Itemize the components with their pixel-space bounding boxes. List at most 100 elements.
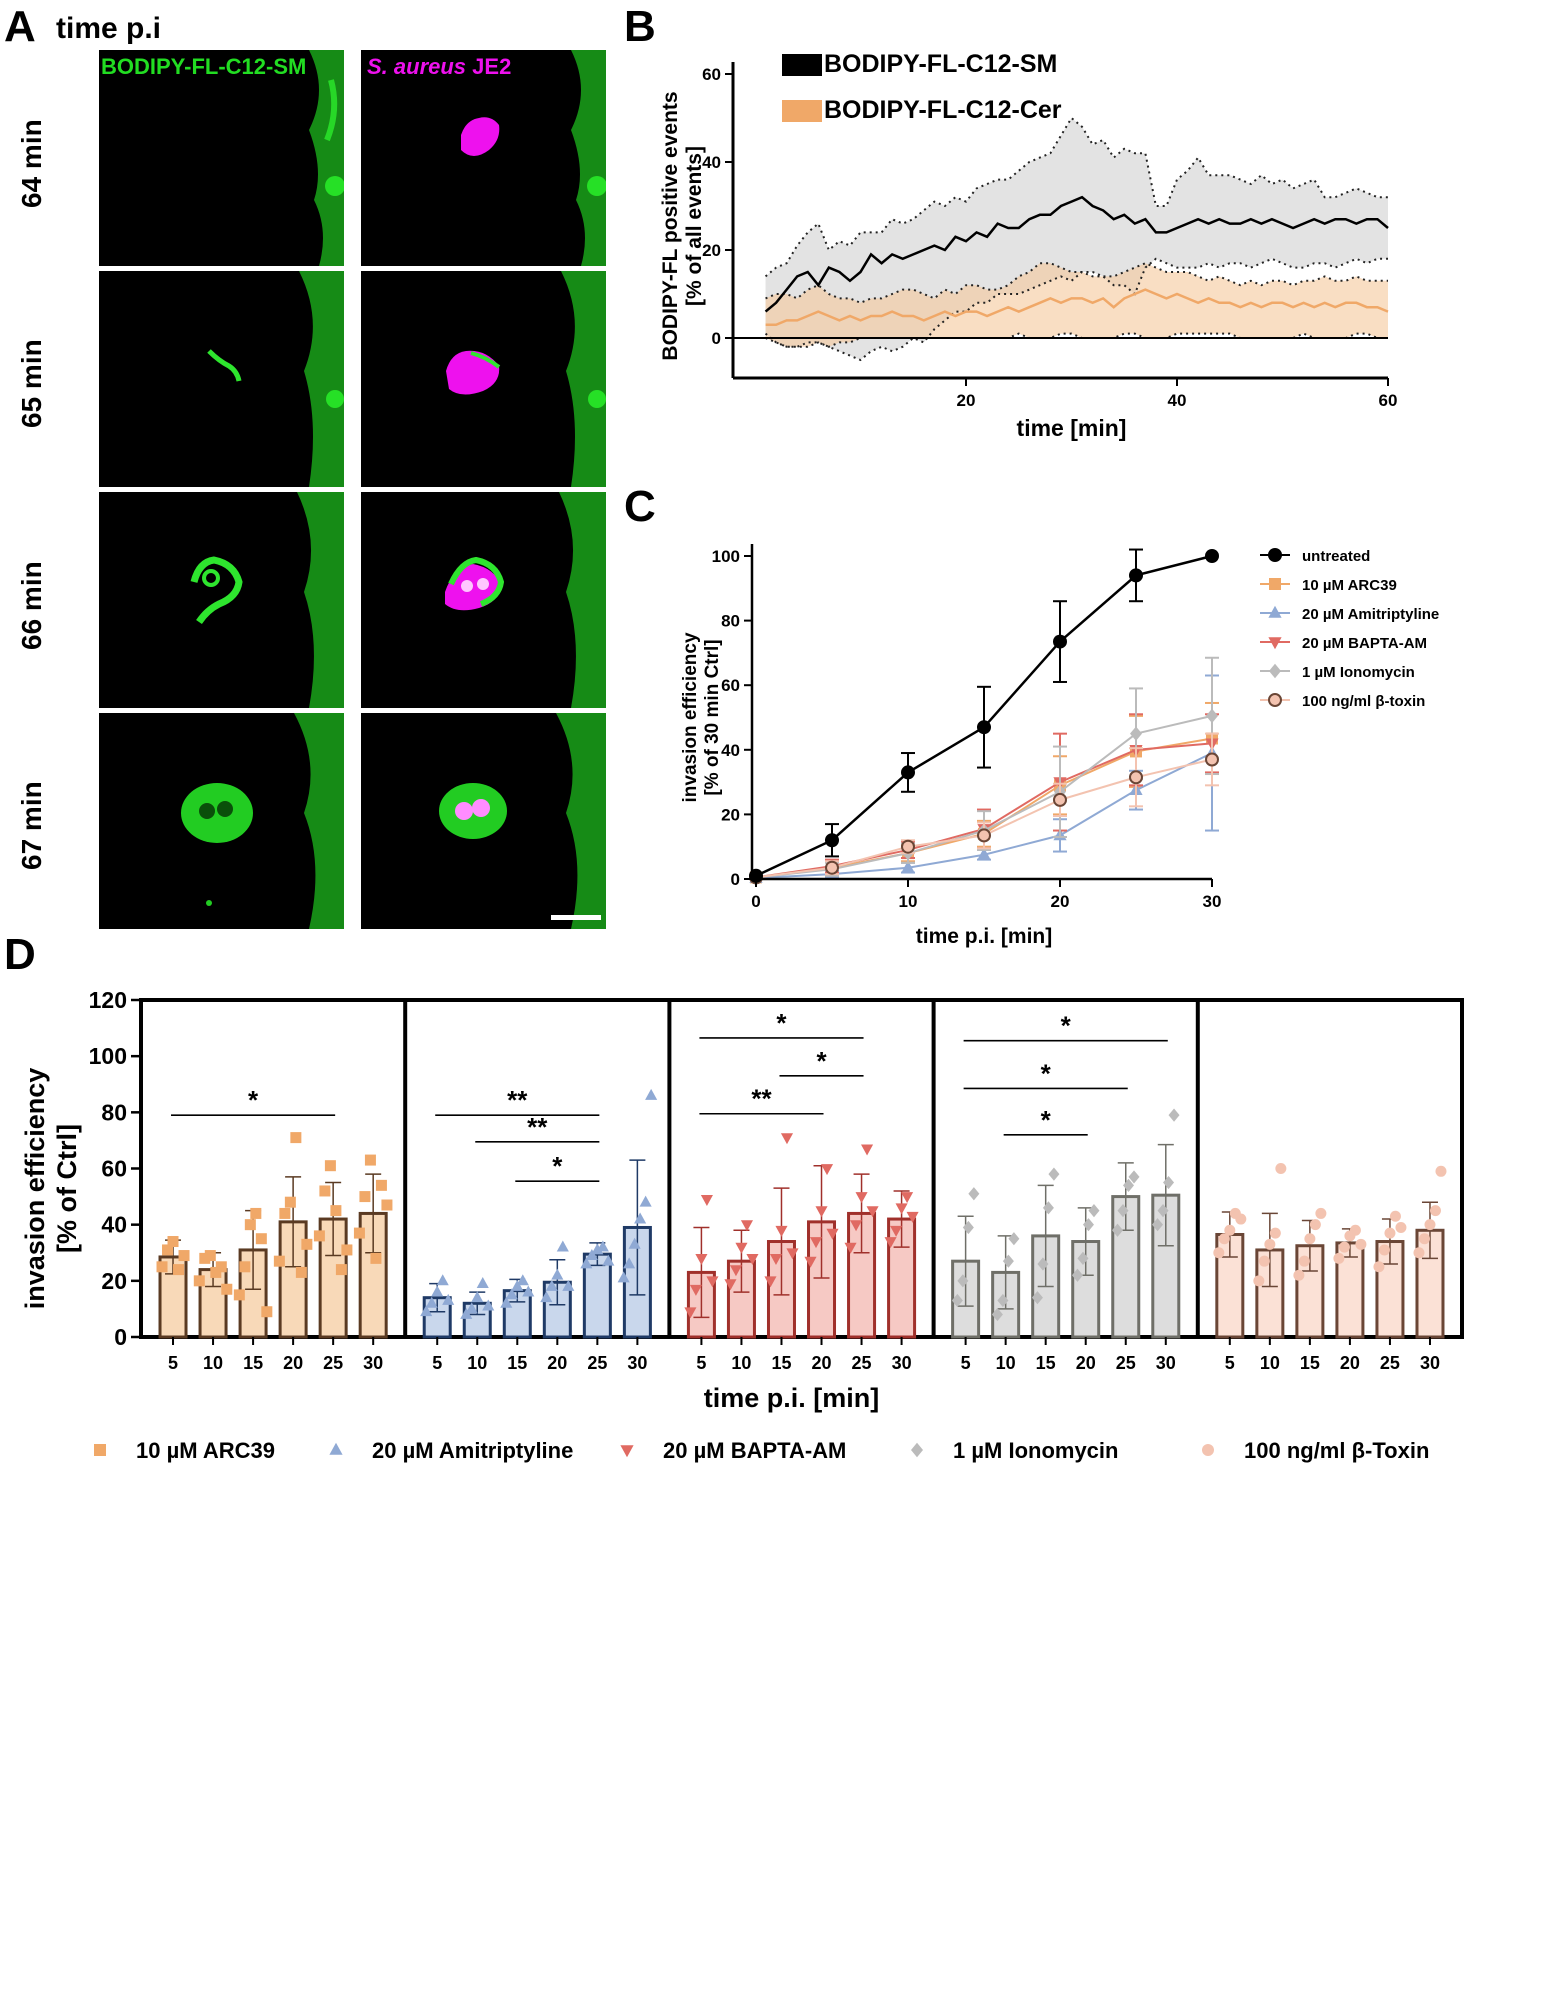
data-point [826,1228,839,1240]
y-tick-label: 0 [114,1324,127,1350]
y-tick-label: 60 [721,676,740,695]
x-tick-label: 60 [1379,391,1398,410]
data-point [901,860,915,873]
y-axis-title: BODIPY-FL positive events [659,91,682,360]
legend-label: BODIPY-FL-C12-Cer [824,96,1062,124]
legend-item: 10 µM ARC39 [94,1438,275,1463]
significance-label: ** [751,1084,772,1114]
data-point [906,1211,919,1223]
data-point [313,1230,325,1242]
data-point [465,1302,478,1314]
data-point [977,847,991,860]
data-point [420,1305,433,1317]
data-point [505,1288,518,1300]
panel-c-label: C [624,482,656,531]
micro-merge-65 [361,271,606,487]
significance-label: * [1061,1011,1072,1041]
channel-label-species: S. aureus [367,54,467,79]
data-point [724,1279,737,1291]
confidence-band [765,263,1388,347]
data-point [482,1299,495,1311]
data-point [1123,1178,1134,1192]
data-point [1355,1238,1367,1250]
data-point [585,1248,598,1260]
x-tick-label: 5 [1225,1353,1235,1373]
legend-item: 20 µM BAPTA-AM [620,1438,846,1463]
row-label-64: 64 min [16,119,47,208]
data-point [359,1191,371,1203]
data-point [1435,1165,1447,1177]
x-axis-title: time p.i. [min] [704,1383,880,1413]
data-point [1206,708,1218,724]
data-point [769,1253,783,1265]
data-point [210,1266,222,1278]
data-point [1053,792,1067,807]
data-point [319,1185,331,1197]
data-point [623,1257,636,1269]
data-point [700,1194,713,1206]
time-pi-header: time p.i [56,12,162,45]
data-point [381,1199,393,1211]
data-point [1168,1108,1180,1122]
y-tick-label: 40 [702,153,721,172]
data-point [628,1237,641,1249]
legend-marker [1268,693,1282,707]
data-point [825,860,839,875]
data-point [178,1250,190,1262]
channel-label-magenta: S. aureus JE2 [367,54,511,80]
legend-label: 1 µM Ionomycin [953,1438,1118,1463]
panel-0: 5 10 15 20 25 30 * [156,1085,393,1373]
legend-item: 20 µM Amitriptyline [329,1438,573,1463]
x-tick-label: 10 [996,1353,1016,1373]
series-line [764,195,1389,313]
micro-sm-67 [99,713,344,929]
data-point [951,1293,963,1308]
data-point [1077,1251,1089,1265]
data-point [1205,752,1219,767]
data-point [746,1253,759,1265]
x-tick-label: 15 [243,1353,263,1373]
row-label-67: 67 min [16,781,47,870]
data-point [706,1276,719,1288]
legend-item: 100 ng/ml β-Toxin [1202,1438,1429,1463]
x-tick-label: 15 [1300,1353,1320,1373]
x-tick-label: 20 [283,1353,303,1373]
merge-image [446,271,606,487]
data-point [901,839,915,854]
legend-label: 20 µM Amitriptyline [1302,606,1439,623]
channel-label-sm: BODIPY-FL-C12-SM [101,54,307,79]
data-point [545,1279,558,1291]
data-point [1373,1261,1385,1273]
data-point [353,1227,365,1239]
significance-label: * [1041,1105,1052,1135]
x-tick-label: 30 [1203,892,1222,911]
data-point [1088,1204,1100,1218]
data-point [1298,1255,1310,1267]
plot-frame [139,998,1464,1339]
data-point [551,1268,564,1280]
data-point [901,765,915,780]
data-point [516,1274,529,1286]
green-membrane-image [207,271,344,487]
legend-marker [1269,578,1281,590]
x-tick-label: 20 [1340,1353,1360,1373]
legend-item: 10 µM ARC39 [1260,577,1397,594]
scale-bar [551,915,601,920]
data-point [431,1285,444,1297]
legend-label: 100 ng/ml β-toxin [1302,693,1425,710]
data-point [215,1261,227,1273]
data-point [991,1307,1003,1322]
data-point [204,1250,216,1262]
data-point [162,1244,174,1256]
data-point [977,720,991,735]
data-point [324,1160,336,1172]
data-point [997,1293,1009,1308]
data-point [1349,1224,1361,1236]
data-point [476,1277,489,1289]
data-point [1205,549,1219,563]
data-point [639,1195,652,1207]
significance-label: * [552,1151,563,1181]
merge-image [445,492,606,708]
data-point [173,1264,185,1276]
panel-2: 5 10 15 20 25 30**** [667,1000,919,1373]
